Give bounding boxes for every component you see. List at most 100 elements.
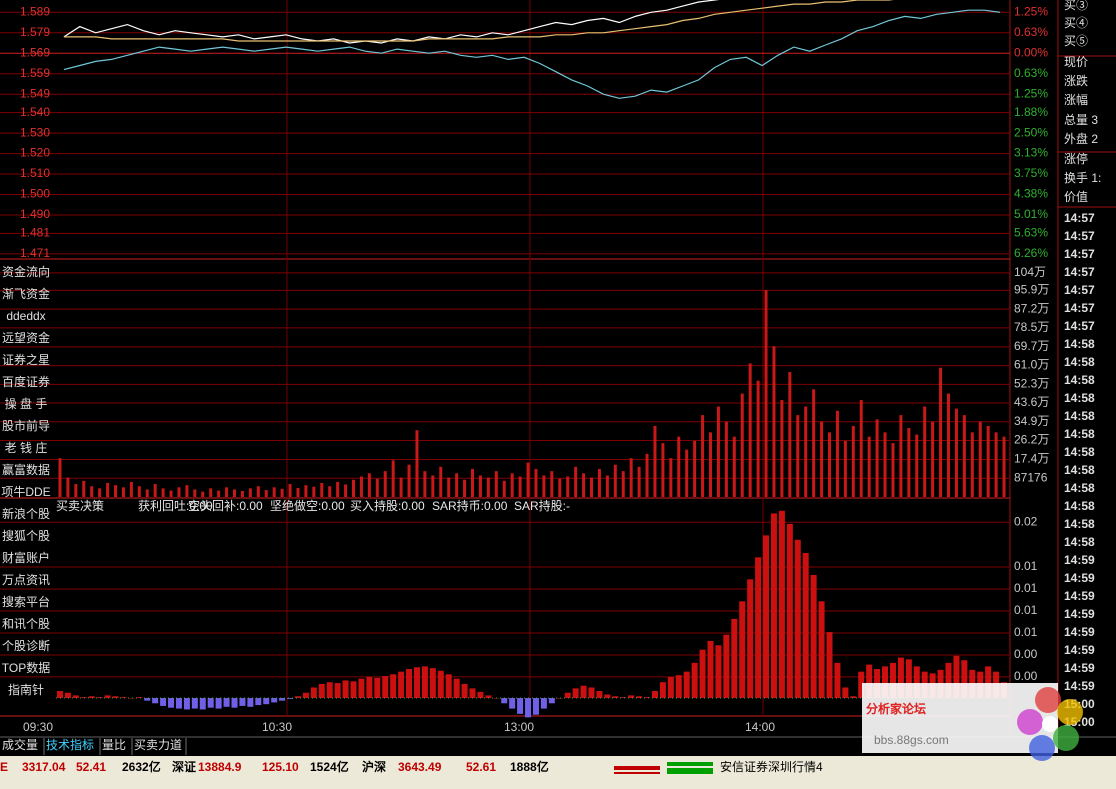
indicator-bar: [80, 697, 87, 699]
menu-item[interactable]: 搜索平台: [2, 594, 50, 609]
menu-item[interactable]: TOP数据: [2, 660, 50, 675]
volume-bar: [923, 406, 927, 497]
indicator-bar: [794, 539, 801, 699]
indicator-header: 买入持股:0.00: [350, 498, 425, 513]
volume-bar: [177, 487, 181, 497]
menu-item[interactable]: 新浪个股: [2, 506, 50, 521]
indicator-tick-label: 0.01: [1014, 559, 1038, 573]
volume-bar: [502, 480, 506, 497]
percent-label: 0.63%: [1014, 66, 1048, 80]
indicator-bar: [429, 668, 436, 699]
percent-label: 2.50%: [1014, 125, 1048, 139]
indicator-bar: [525, 698, 532, 718]
volume-bar: [843, 440, 847, 497]
volume-bar: [931, 421, 935, 497]
indicator-bar: [302, 692, 309, 699]
trade-time: 14:59: [1064, 679, 1095, 693]
volume-bar: [518, 476, 522, 497]
menu-item[interactable]: 个股诊断: [2, 638, 50, 653]
indicator-bar: [778, 510, 785, 699]
menu-item[interactable]: 项牛DDE: [1, 484, 50, 499]
volume-tick-label: 95.9万: [1014, 283, 1049, 297]
volume-tick-label: 87176: [1014, 470, 1048, 484]
menu-item[interactable]: 老 钱 庄: [5, 440, 48, 455]
tab[interactable]: 技术指标: [46, 737, 94, 752]
menu-item[interactable]: 股市前导: [2, 418, 50, 433]
indicator-bar: [56, 690, 63, 699]
volume-bar: [875, 419, 879, 497]
indicator-bar: [509, 698, 516, 709]
trade-time: 14:57: [1064, 229, 1095, 243]
volume-bar: [899, 415, 903, 497]
indicator-bar: [905, 659, 912, 699]
indicator-bar: [604, 694, 611, 699]
volume-bar: [193, 489, 197, 497]
volume-bar: [812, 389, 816, 497]
volume-bar: [574, 466, 578, 497]
volume-bar: [907, 428, 911, 497]
volume-bar: [693, 440, 697, 497]
volume-bar: [756, 380, 760, 497]
menu-item[interactable]: 资金流向: [2, 264, 50, 279]
tab[interactable]: 买卖力道: [134, 738, 182, 752]
trade-time: 14:58: [1064, 463, 1095, 477]
menu-item[interactable]: 财富账户: [2, 550, 50, 565]
status-icons: [614, 762, 713, 774]
volume-bar: [788, 372, 792, 497]
volume-bar: [534, 468, 538, 497]
volume-bar: [478, 475, 482, 497]
tab[interactable]: 成交量: [2, 737, 38, 752]
menu-item[interactable]: 操 盘 手: [5, 396, 48, 411]
volume-bar: [137, 486, 141, 497]
menu-item[interactable]: 指南针: [8, 682, 44, 697]
indicator-bar: [88, 696, 95, 699]
indicator-header: 获利回吐:0.00: [138, 499, 213, 513]
volume-tick-label: 17.4万: [1014, 452, 1049, 466]
indicator-bar: [271, 698, 278, 703]
quote-label: 涨停: [1064, 151, 1088, 166]
price-tick-label: 1.510: [20, 166, 50, 180]
indicator-tick-label: 0.00: [1014, 647, 1038, 661]
indicator-bar: [985, 666, 992, 699]
volume-bar: [701, 415, 705, 497]
trade-time: 14:58: [1064, 481, 1095, 495]
menu-item[interactable]: 远望资金: [2, 330, 50, 345]
menu-item[interactable]: 百度证券: [2, 374, 50, 389]
menu-item[interactable]: 和讯个股: [2, 617, 50, 631]
volume-bar: [74, 484, 78, 497]
indicator-bar: [72, 695, 79, 699]
menu-item[interactable]: 搜狐个股: [2, 528, 50, 543]
volume-bar: [947, 393, 950, 497]
indicator-header: 买卖决策: [56, 499, 104, 513]
indicator-bar: [580, 685, 587, 699]
volume-bar: [225, 487, 229, 497]
menu-item[interactable]: 万点资讯: [2, 573, 50, 587]
volume-tick-label: 61.0万: [1014, 358, 1049, 372]
tab[interactable]: 量比: [102, 738, 126, 752]
trade-time: 14:58: [1064, 409, 1095, 423]
watermark-petal: [1057, 699, 1083, 725]
percent-label: 1.25%: [1014, 86, 1048, 100]
indicator-bar: [715, 645, 722, 699]
indicator-bar: [398, 671, 405, 699]
menu-item[interactable]: 证券之星: [2, 352, 50, 367]
volume-bar: [685, 449, 689, 497]
volume-bar: [939, 367, 943, 497]
indicator-bar: [104, 695, 111, 699]
menu-item[interactable]: ddeddx: [6, 309, 45, 323]
volume-bar: [772, 346, 776, 497]
status-item: 3317.04: [22, 760, 66, 774]
volume-tick-label: 78.5万: [1014, 320, 1049, 334]
time-label: 09:30: [23, 720, 53, 734]
volume-bar: [494, 471, 498, 497]
menu-item[interactable]: 渐飞资金: [2, 286, 50, 301]
price-line: [63, 0, 720, 44]
volume-bar: [724, 421, 728, 497]
trade-time: 14:59: [1064, 607, 1095, 621]
menu-item[interactable]: 赢富数据: [2, 462, 50, 477]
volume-bar: [653, 425, 657, 497]
volume-bar: [153, 484, 157, 497]
indicator-bar: [366, 676, 373, 699]
indicator-bar: [731, 618, 738, 699]
indicator-bar: [913, 666, 920, 699]
